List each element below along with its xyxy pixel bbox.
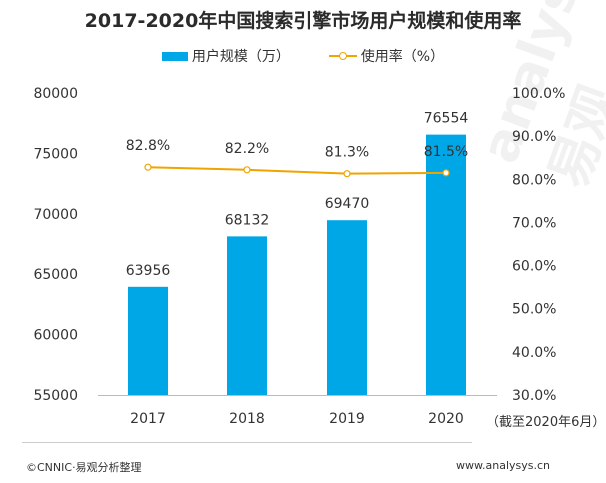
bar: [327, 220, 367, 395]
date-note: （截至2020年6月）: [486, 415, 606, 430]
x-tick-label: 2017: [130, 411, 166, 427]
left-tick-label: 55000: [33, 388, 78, 404]
x-tick-label: 2019: [329, 411, 365, 427]
bar-value-label: 68132: [225, 212, 270, 228]
right-tick-label: 90.0%: [512, 129, 556, 145]
legend-line-swatch: [328, 51, 357, 61]
legend-bar-label: 用户规模（万）: [191, 49, 290, 65]
left-tick-label: 60000: [33, 328, 78, 344]
bar-value-label: 69470: [325, 196, 370, 212]
right-tick-label: 40.0%: [512, 345, 556, 361]
x-tick-label: 2018: [229, 411, 265, 427]
bar: [227, 236, 267, 395]
right-tick-label: 30.0%: [512, 388, 556, 404]
left-tick-label: 70000: [33, 207, 78, 223]
usage-rate-line: [147, 166, 447, 175]
bar-value-label: 76554: [424, 111, 469, 127]
bar-value-label: 63956: [126, 263, 171, 279]
right-tick-label: 50.0%: [512, 302, 556, 318]
legend-bar-swatch: [161, 51, 188, 61]
line-value-label: 81.3%: [325, 145, 369, 161]
right-tick-label: 70.0%: [512, 215, 556, 231]
line-point: [243, 166, 251, 174]
line-point: [144, 163, 152, 171]
right-tick-label: 100.0%: [512, 86, 565, 102]
legend: 用户规模（万） 使用率（%）: [0, 46, 606, 66]
left-tick-label: 80000: [33, 86, 78, 102]
website: www.analysys.cn: [456, 459, 550, 472]
source-credit: ©CNNIC·易观分析整理: [26, 461, 142, 474]
bar: [128, 286, 168, 395]
line-value-label: 82.8%: [126, 138, 170, 154]
chart-title: 2017-2020年中国搜索引擎市场用户规模和使用率: [84, 10, 522, 32]
right-tick-label: 80.0%: [512, 172, 556, 188]
legend-line-label: 使用率（%）: [360, 49, 445, 65]
right-tick-label: 60.0%: [512, 259, 556, 275]
line-value-label: 81.5%: [424, 144, 468, 160]
line-point: [343, 170, 351, 178]
left-tick-label: 75000: [33, 146, 78, 162]
line-value-label: 82.2%: [225, 141, 269, 157]
line-point: [442, 169, 450, 177]
left-tick-label: 65000: [33, 267, 78, 283]
bar: [426, 134, 466, 395]
x-tick-label: 2020: [428, 411, 464, 427]
